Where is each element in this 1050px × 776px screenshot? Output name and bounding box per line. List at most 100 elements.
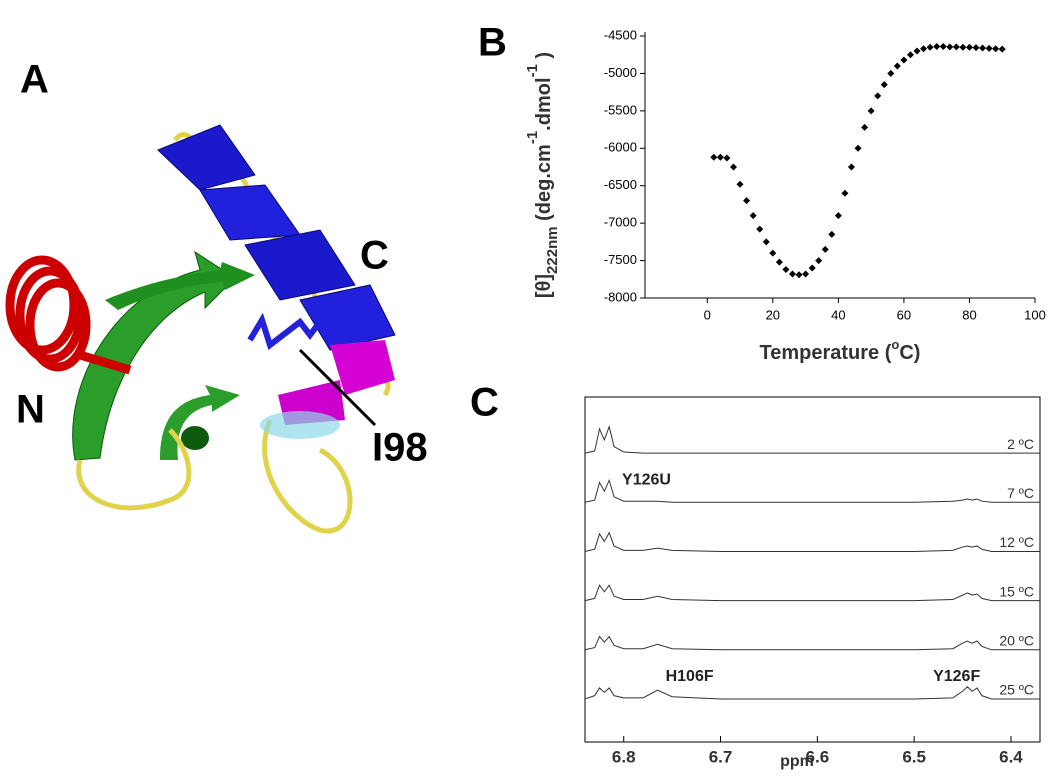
data-point [952,43,960,51]
data-point [749,212,757,220]
annotation: H106F [666,668,714,685]
x-tick-label: 80 [962,307,976,322]
y-axis-label: [θ]222nm (deg.cm-1.dmol-1 ) [524,52,561,298]
series-label: 2 ºC [1007,436,1034,452]
structure-label: C [360,234,389,278]
data-point [920,45,928,53]
y-tick-label: -7500 [604,252,637,267]
data-point [867,107,875,115]
data-point [992,45,1000,53]
data-point [743,197,751,205]
label-part: .dmol [533,77,555,130]
y-tick-label: -6000 [604,140,637,155]
data-point [841,189,849,197]
y-tick-label: -7000 [604,215,637,230]
x-axis-label: ppm [780,753,814,770]
data-point [893,62,901,70]
data-point [710,153,718,161]
x-tick-label: 6.5 [902,747,926,766]
data-point [723,154,731,162]
data-point [854,144,862,152]
label-part: C) [899,342,920,364]
y-tick-label: -6500 [604,177,637,192]
series-label: 12 ºC [999,534,1034,550]
x-tick-label: 6.4 [999,747,1023,766]
label-part: Temperature ( [760,342,892,364]
annotation: Y126U [622,472,671,489]
data-point [729,163,737,171]
data-point [965,43,973,51]
label-part: [θ] [533,274,555,298]
structure-label: N [16,388,45,432]
protein-cartoon [5,124,396,534]
data-point [900,56,908,64]
x-tick-label: 60 [897,307,911,322]
label-part: -1 [524,64,541,77]
label-part: -1 [524,131,541,144]
structure-label: I98 [372,426,428,470]
data-point [847,163,855,171]
data-point [979,44,987,52]
data-point [946,43,954,51]
data-point [821,245,829,253]
label-part: o [891,337,899,352]
spectrum [584,635,1040,651]
data-point [716,153,724,161]
x-tick-label: 20 [766,307,780,322]
annotation: Y126F [933,668,980,685]
data-point [985,44,993,52]
data-point [998,45,1006,53]
y-tick-label: -8000 [604,289,637,304]
series-label: 20 ºC [999,632,1034,648]
series-label: 25 ºC [999,682,1034,698]
data-point [756,225,764,233]
data-point [874,92,882,100]
frame [584,396,1041,743]
x-tick-label: 6.7 [709,747,733,766]
data-point [887,69,895,77]
data-point [788,270,796,278]
label-part: (deg.cm [533,144,555,226]
panel-label: A [20,58,49,102]
y-tick-label: -4500 [604,27,637,42]
spectrum [584,425,1040,454]
data-point [762,238,770,246]
data-point [959,43,967,51]
data-point [775,258,783,266]
x-tick-label: 0 [704,307,711,322]
label-part: 222nm [544,226,561,274]
label-part: ) [533,52,555,64]
data-point [795,271,803,279]
series-label: 15 ºC [999,583,1034,599]
data-point [906,51,914,59]
spectrum [584,478,1040,503]
data-point [802,270,810,278]
data-point [736,180,744,188]
x-tick-label: 40 [831,307,845,322]
y-tick-label: -5500 [604,102,637,117]
data-point [815,257,823,265]
data-point [808,264,816,272]
spectrum [584,531,1040,552]
panel-label: C [470,381,499,425]
spectrum [584,686,1040,700]
data-point [769,249,777,257]
data-point [828,230,836,238]
data-point [880,81,888,89]
y-tick-label: -5000 [604,65,637,80]
data-point [834,212,842,220]
x-tick-label: 6.6 [806,747,830,766]
data-point [933,42,941,50]
data-point [913,47,921,55]
x-tick-label: 6.8 [612,747,636,766]
panel-label: B [478,21,507,65]
x-tick-label: 100 [1024,307,1046,322]
data-point [861,123,869,131]
spectrum [584,584,1040,602]
data-point [782,266,790,274]
data-point [926,43,934,51]
series-label: 7 ºC [1007,485,1034,501]
x-axis-label: Temperature (oC) [760,337,921,364]
data-point [939,42,947,50]
